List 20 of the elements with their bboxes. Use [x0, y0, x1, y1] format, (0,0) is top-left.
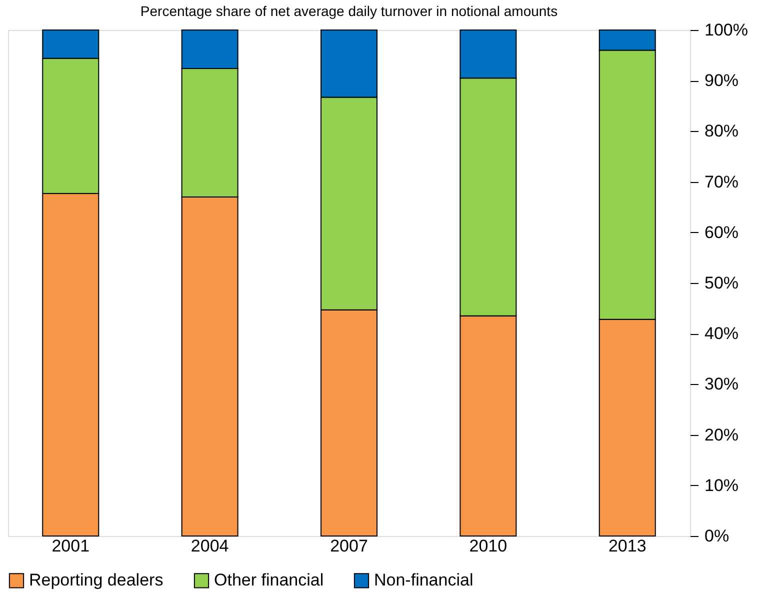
chart-title: Percentage share of net average daily turnover in notional amounts	[140, 3, 558, 19]
legend-label: Non-financial	[374, 570, 474, 590]
y-tick-label: 40%	[704, 324, 739, 344]
x-tick-label: 2007	[330, 536, 368, 556]
y-tick-label: 30%	[704, 374, 739, 394]
y-tick-label: 0%	[704, 526, 730, 546]
legend-label: Other financial	[214, 570, 324, 590]
y-tick-label: 10%	[704, 476, 739, 495]
y-tick-label: 20%	[704, 425, 739, 444]
y-tick-label: 60%	[704, 222, 739, 242]
y-tick-label: 50%	[704, 274, 739, 292]
x-tick-label: 2001	[52, 536, 90, 556]
x-tick-label: 2010	[469, 536, 508, 556]
x-tick-label: 2004	[190, 536, 229, 556]
legend-label: Reporting dealers	[29, 570, 164, 590]
x-tick-label: 2013	[608, 536, 646, 556]
y-tick-label: 70%	[704, 172, 739, 192]
y-tick-label: 100%	[704, 20, 748, 40]
y-tick-label: 80%	[704, 122, 739, 141]
y-tick-label: 90%	[704, 71, 739, 90]
